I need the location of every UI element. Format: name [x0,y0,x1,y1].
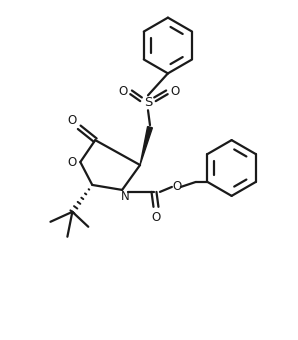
Text: O: O [68,155,77,169]
Text: O: O [151,211,161,224]
Polygon shape [140,126,152,165]
Text: O: O [170,85,179,98]
Text: O: O [68,114,77,127]
Text: O: O [119,85,128,98]
Text: N: N [121,190,130,203]
Text: S: S [144,96,152,109]
Text: O: O [172,181,181,193]
